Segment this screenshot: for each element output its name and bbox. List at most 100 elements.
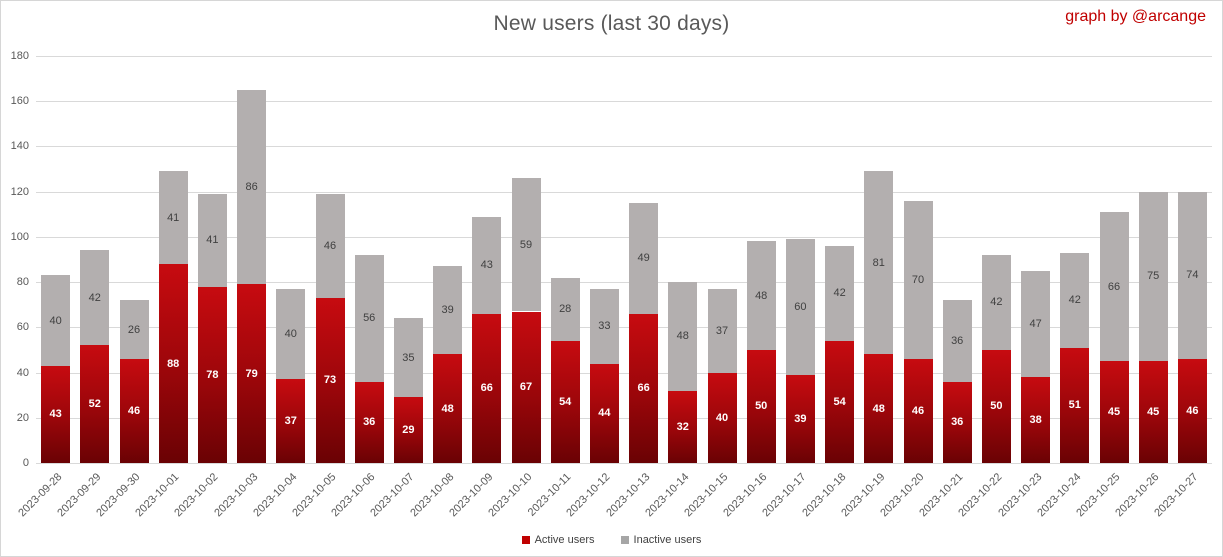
inactive-value-label: 40 (284, 328, 297, 341)
gridline (36, 327, 1212, 329)
active-bar-segment: 32 (668, 390, 698, 463)
y-axis-label: 60 (16, 321, 29, 334)
active-value-label: 44 (598, 407, 611, 420)
active-bar-segment: 79 (237, 284, 267, 463)
inactive-bar-segment: 40 (276, 288, 306, 380)
active-value-label: 46 (127, 404, 141, 417)
y-axis-label: 20 (16, 411, 29, 424)
inactive-bar-segment: 48 (746, 241, 776, 350)
inactive-value-label: 42 (88, 291, 101, 304)
inactive-value-label: 75 (1147, 270, 1160, 283)
y-axis-label: 180 (10, 50, 29, 62)
active-bar-segment: 37 (276, 379, 306, 463)
gridline (36, 236, 1212, 238)
inactive-bar-segment: 41 (158, 171, 188, 265)
legend-swatch-icon (521, 536, 530, 544)
inactive-bar-segment: 75 (1138, 191, 1168, 362)
active-value-label: 78 (206, 368, 219, 381)
gridline (36, 56, 1212, 57)
active-value-label: 36 (363, 416, 376, 429)
active-value-label: 66 (637, 382, 650, 395)
active-value-label: 37 (284, 415, 297, 428)
inactive-bar-segment: 41 (197, 193, 227, 287)
active-bar-segment: 54 (825, 340, 855, 463)
active-value-label: 29 (402, 424, 415, 437)
inactive-bar-segment: 42 (981, 254, 1011, 350)
inactive-value-label: 56 (363, 312, 376, 325)
inactive-bar-segment: 26 (119, 300, 149, 359)
active-value-label: 39 (794, 412, 807, 425)
active-bar-segment: 39 (785, 374, 815, 463)
active-value-label: 50 (755, 400, 768, 413)
inactive-bar-segment: 56 (354, 254, 384, 382)
inactive-bar-segment: 70 (903, 200, 933, 359)
inactive-bar-segment: 66 (1099, 212, 1129, 362)
active-bar-segment: 45 (1138, 361, 1168, 463)
legend: Active users Inactive users (1, 534, 1222, 546)
active-bar-segment: 50 (746, 349, 776, 463)
inactive-value-label: 42 (1068, 294, 1081, 307)
inactive-bar-segment: 42 (80, 250, 110, 346)
legend-item: Active users (521, 534, 595, 546)
active-value-label: 36 (951, 416, 964, 429)
active-bar-segment: 36 (942, 381, 972, 463)
active-value-label: 40 (715, 411, 729, 424)
legend-swatch-icon (620, 536, 629, 544)
inactive-bar-segment: 42 (825, 245, 855, 341)
active-value-label: 38 (1029, 414, 1042, 427)
y-axis-label: 40 (16, 366, 29, 379)
inactive-value-label: 81 (872, 256, 885, 269)
active-bar-segment: 45 (1099, 361, 1129, 463)
active-value-label: 52 (88, 398, 101, 411)
gridline (36, 191, 1212, 193)
active-bar-segment: 48 (864, 354, 894, 463)
active-bar-segment: 46 (119, 358, 149, 463)
active-bar-segment: 46 (903, 358, 933, 463)
y-axis-label: 0 (22, 457, 29, 469)
y-axis-label: 120 (10, 185, 29, 198)
inactive-bar-segment: 48 (668, 282, 698, 391)
inactive-bar-segment: 60 (785, 239, 815, 375)
active-bar-segment: 54 (550, 340, 580, 463)
active-bar-segment: 43 (41, 365, 71, 463)
active-value-label: 67 (519, 381, 533, 394)
inactive-value-label: 41 (167, 211, 180, 224)
inactive-bar-segment: 81 (864, 171, 894, 355)
legend-item: Inactive users (620, 534, 702, 546)
inactive-value-label: 40 (49, 314, 62, 327)
inactive-value-label: 37 (715, 324, 729, 337)
inactive-value-label: 33 (598, 320, 611, 333)
inactive-bar-segment: 39 (433, 266, 463, 355)
active-value-label: 50 (990, 400, 1003, 413)
active-bar-segment: 38 (1021, 377, 1051, 463)
y-axis-label: 160 (10, 95, 29, 108)
active-bar-segment: 66 (472, 313, 502, 463)
legend-label: Active users (534, 534, 595, 546)
inactive-value-label: 59 (519, 238, 533, 251)
active-value-label: 48 (441, 402, 454, 415)
gridline (36, 101, 1212, 103)
active-bar-segment: 44 (589, 363, 619, 463)
inactive-value-label: 74 (1186, 269, 1199, 282)
active-value-label: 46 (1186, 404, 1199, 417)
active-value-label: 54 (833, 395, 846, 408)
inactive-value-label: 48 (755, 289, 768, 302)
inactive-bar-segment: 33 (589, 288, 619, 364)
gridline (36, 282, 1212, 284)
legend-label: Inactive users (633, 534, 702, 546)
active-bar-segment: 40 (707, 372, 737, 463)
inactive-value-label: 70 (911, 273, 925, 286)
inactive-value-label: 39 (441, 304, 454, 317)
active-value-label: 54 (559, 395, 572, 408)
gridline (36, 146, 1212, 148)
active-value-label: 79 (245, 367, 258, 380)
inactive-bar-segment: 36 (942, 300, 972, 382)
active-bar-segment: 50 (981, 349, 1011, 463)
active-value-label: 46 (911, 404, 925, 417)
inactive-value-label: 26 (127, 323, 141, 336)
inactive-value-label: 48 (676, 330, 689, 343)
active-bar-segment: 48 (433, 354, 463, 463)
inactive-bar-segment: 37 (707, 288, 737, 373)
inactive-value-label: 47 (1029, 317, 1042, 330)
inactive-bar-segment: 74 (1177, 191, 1207, 359)
